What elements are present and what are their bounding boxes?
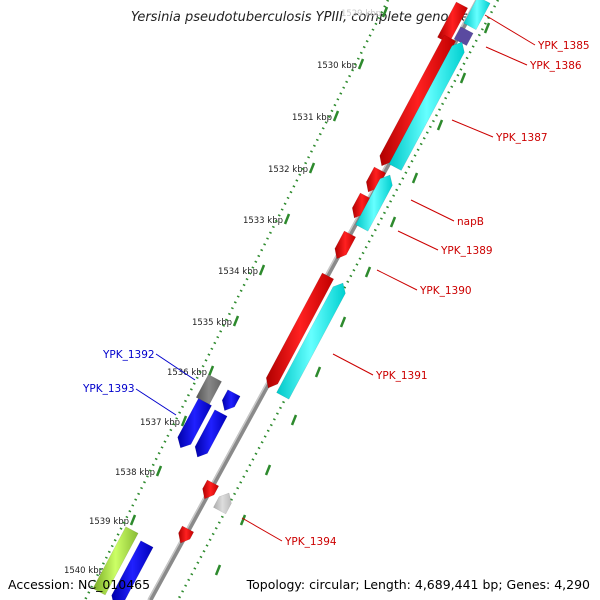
outer-track-tick [264, 464, 272, 476]
genome-summary-text: Topology: circular; Length: 4,689,441 bp… [246, 577, 590, 592]
outer-track-tick [364, 266, 372, 278]
outer-track-tick [459, 72, 467, 84]
gene-labels: YPK_1385 YPK_1386 YPK_1387 napB YPK_1389 YPK_… [82, 40, 590, 548]
gene-ypk-1391 [265, 272, 335, 389]
outer-track-tick [389, 216, 397, 228]
gene-ypk-1392 [177, 398, 212, 449]
gene-label: YPK_1387 [495, 132, 548, 144]
ruler-tick [207, 365, 215, 377]
outer-track-tick [290, 414, 298, 426]
outer-track-tick [411, 172, 419, 184]
accession-text: Accession: NC_010465 [8, 577, 151, 592]
ruler-tick-label: 1534 kbp [218, 267, 258, 277]
outer-dotted-track [176, 0, 500, 600]
ruler-tick [357, 58, 365, 70]
leader-line [241, 517, 283, 542]
label-leader-lines [135, 14, 536, 542]
leader-line [410, 199, 455, 222]
gene-grey [195, 374, 222, 405]
gene-ypk-1390 [334, 230, 357, 260]
leader-line [397, 230, 439, 251]
gene-label: YPK_1386 [529, 60, 582, 72]
ruler-tick [258, 264, 266, 276]
gene-ypk-1387 [379, 34, 457, 167]
ruler-tick-label: 1530 kbp [317, 61, 357, 71]
outer-track-tick [339, 316, 347, 328]
gene-cyan-top [463, 0, 491, 31]
gene-small-red [178, 525, 195, 544]
gene-green [92, 526, 139, 596]
gene-label: YPK_1390 [419, 285, 472, 297]
gene-ypk-1394 [202, 479, 220, 500]
gene-label: napB [457, 216, 484, 228]
ruler: 1529 kbp 1530 kbp 1531 kbp 1532 kbp 1533 kbp… [64, 6, 491, 576]
gene-light-grey [213, 492, 232, 515]
gene-label: YPK_1391 [375, 370, 428, 382]
ruler-tick [332, 110, 340, 122]
outer-track-tick [214, 564, 222, 576]
outer-track-tick [239, 514, 247, 526]
ruler-tick-label: 1536 kbp [167, 368, 207, 378]
ruler-tick-label: 1540 kbp [64, 566, 104, 576]
inner-dotted-track [83, 0, 390, 600]
leader-line [332, 353, 374, 376]
gene-blue-bottom [111, 540, 154, 600]
gene-label: YPK_1393 [82, 383, 135, 395]
ruler-tick-label: 1531 kbp [292, 113, 332, 123]
ruler-tick [308, 162, 316, 174]
ruler-tick [129, 514, 137, 526]
leader-line [376, 269, 418, 291]
ruler-tick-label: 1537 kbp [140, 418, 180, 428]
gene-blue-small [221, 389, 241, 411]
gene-ypk-1389-rev [355, 174, 393, 232]
outer-track-tick [314, 366, 322, 378]
gene-ypk-1391-rev [276, 282, 346, 400]
outer-track-tick [483, 22, 491, 34]
gene-ypk-1393 [194, 409, 228, 458]
outer-track-tick [436, 119, 444, 131]
gene-track [92, 0, 491, 600]
leader-line [484, 14, 536, 46]
gene-label: YPK_1392 [102, 349, 155, 361]
gene-label: YPK_1389 [440, 245, 493, 257]
ruler-tick-label: 1529 kbp [341, 9, 381, 19]
gene-label: YPK_1394 [284, 536, 337, 548]
ruler-tick-label: 1539 kbp [89, 517, 129, 527]
leader-line [485, 46, 528, 66]
gene-ypk-1386 [453, 26, 474, 46]
ruler-tick [381, 6, 389, 18]
gene-label: YPK_1385 [537, 40, 590, 52]
ruler-tick-label: 1535 kbp [192, 318, 232, 328]
gene-ypk-1385 [437, 1, 469, 44]
ruler-tick-label: 1532 kbp [268, 165, 308, 175]
ruler-tick [155, 465, 163, 477]
leader-line [135, 388, 177, 416]
ruler-tick [232, 315, 240, 327]
ruler-tick-label: 1538 kbp [115, 468, 155, 478]
gene-ypk-1387-rev [388, 41, 465, 171]
ruler-tick [180, 415, 188, 427]
ruler-tick [283, 213, 291, 225]
leader-line [451, 119, 494, 138]
leader-line [155, 353, 196, 381]
ruler-tick-label: 1533 kbp [243, 216, 283, 226]
